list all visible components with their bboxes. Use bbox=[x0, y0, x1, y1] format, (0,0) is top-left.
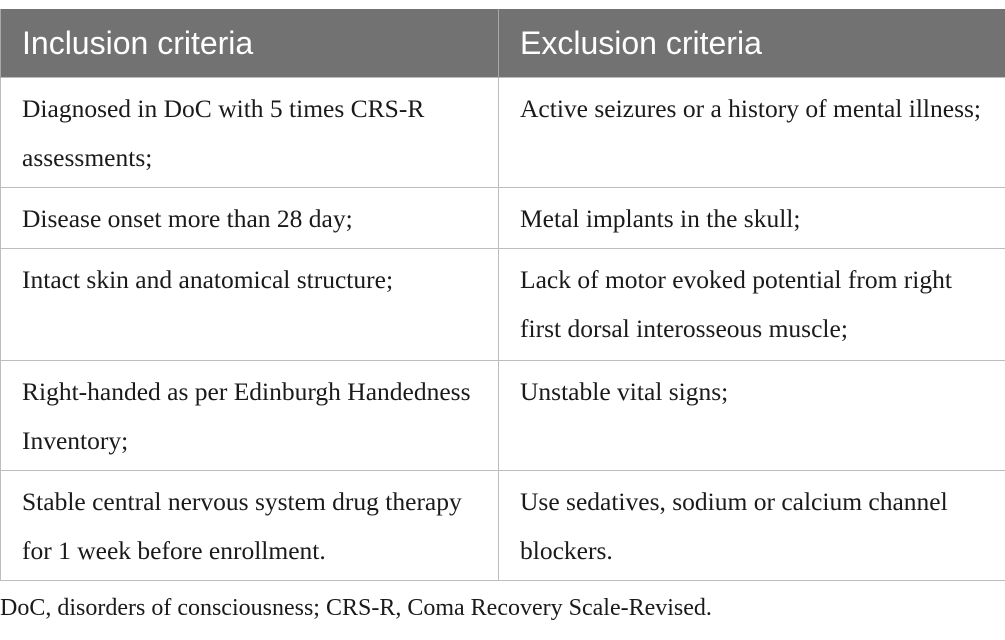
table-row: Diagnosed in DoC with 5 times CRS-R asse… bbox=[0, 77, 1005, 188]
exclusion-cell: Lack of motor evoked potential from righ… bbox=[498, 248, 1005, 361]
table-row: Intact skin and anatomical structure; La… bbox=[0, 248, 1005, 361]
table-row: Right-handed as per Edinburgh Handedness… bbox=[0, 360, 1005, 471]
table-row: Stable central nervous system drug thera… bbox=[0, 470, 1005, 581]
exclusion-criteria-header: Exclusion criteria bbox=[498, 9, 1005, 78]
table-body: Diagnosed in DoC with 5 times CRS-R asse… bbox=[0, 77, 1005, 581]
inclusion-cell: Disease onset more than 28 day; bbox=[0, 187, 499, 249]
inclusion-cell: Diagnosed in DoC with 5 times CRS-R asse… bbox=[0, 77, 499, 188]
table-footnote: DoC, disorders of consciousness; CRS-R, … bbox=[0, 595, 712, 621]
exclusion-cell: Metal implants in the skull; bbox=[498, 187, 1005, 249]
table-header: Inclusion criteria Exclusion criteria bbox=[0, 9, 1005, 78]
inclusion-cell: Stable central nervous system drug thera… bbox=[0, 470, 499, 581]
criteria-table: Inclusion criteria Exclusion criteria Di… bbox=[0, 9, 1005, 581]
exclusion-cell: Use sedatives, sodium or calcium channel… bbox=[498, 470, 1005, 581]
inclusion-cell: Intact skin and anatomical structure; bbox=[0, 248, 499, 361]
inclusion-criteria-header: Inclusion criteria bbox=[0, 9, 499, 78]
header-row: Inclusion criteria Exclusion criteria bbox=[0, 9, 1005, 78]
exclusion-cell: Unstable vital signs; bbox=[498, 360, 1005, 471]
criteria-table-container: Inclusion criteria Exclusion criteria Di… bbox=[0, 9, 1005, 581]
exclusion-cell: Active seizures or a history of mental i… bbox=[498, 77, 1005, 188]
table-row: Disease onset more than 28 day; Metal im… bbox=[0, 187, 1005, 249]
inclusion-cell: Right-handed as per Edinburgh Handedness… bbox=[0, 360, 499, 471]
